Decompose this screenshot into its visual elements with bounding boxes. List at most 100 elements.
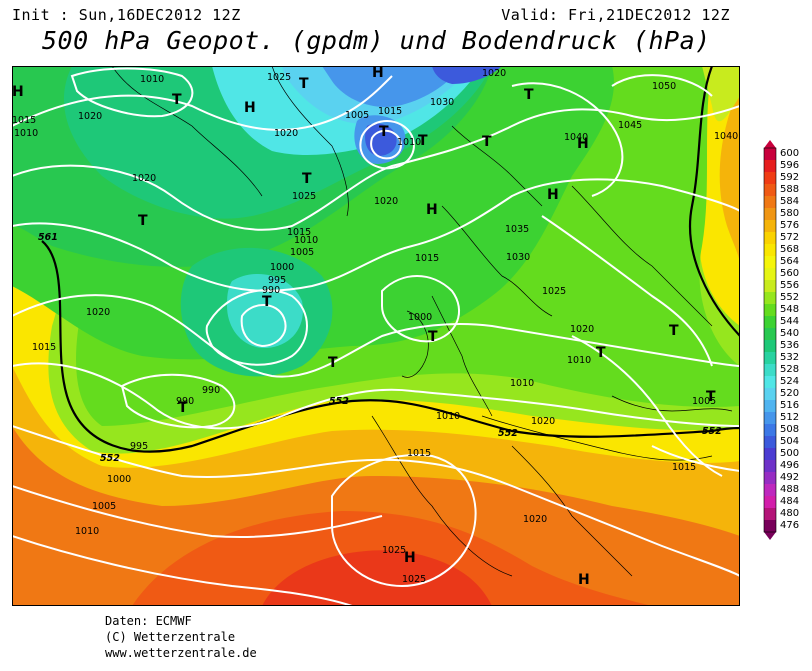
copyright: (C) Wetterzentrale [105, 630, 236, 644]
isobar-label: 1010 [140, 74, 164, 85]
legend-label: 532 [780, 352, 800, 363]
legend-label: 544 [780, 316, 800, 327]
legend-label: 480 [780, 508, 800, 519]
legend-top-tip [764, 140, 776, 148]
isobar-label: 1015 [32, 342, 56, 353]
legend-swatch [764, 244, 776, 257]
isobar-label: 1030 [506, 252, 530, 263]
isobar-label: 1025 [292, 191, 316, 202]
isobar-label: 1020 [274, 128, 298, 139]
legend-label: 592 [780, 172, 800, 183]
isobar-label: 1030 [430, 97, 454, 108]
isobar-label: 1010 [510, 378, 534, 389]
isobar-label: 1010 [397, 137, 421, 148]
low-marker: T [428, 329, 438, 345]
legend-label: 580 [780, 208, 800, 219]
low-marker: T [596, 345, 606, 361]
isobar-label: 1010 [436, 411, 460, 422]
legend-swatch [764, 280, 776, 293]
legend-label: 572 [780, 232, 800, 243]
chart-title: 500 hPa Geopot. (gpdm) und Bodendruck (h… [42, 26, 711, 55]
isobar-label: 1015 [287, 227, 311, 238]
low-marker: T [524, 87, 534, 103]
isobar-label: 990 [262, 285, 280, 296]
legend-swatch [764, 292, 776, 305]
legend-label: 524 [780, 376, 800, 387]
legend-swatch [764, 508, 776, 521]
legend-label: 512 [780, 412, 800, 423]
legend-swatch [764, 412, 776, 425]
geopot-label: 552 [702, 426, 722, 437]
low-marker: T [379, 124, 389, 140]
isobar-label: 990 [202, 385, 220, 396]
legend-swatch [764, 208, 776, 221]
field-violet-north [432, 66, 502, 84]
isobar-label: 1010 [294, 235, 318, 246]
geopot-labels: 561 552 552 552 552 [38, 232, 722, 464]
map-frame [12, 66, 740, 606]
isobar-label: 995 [130, 441, 148, 452]
isobar-label: 1005 [345, 110, 369, 121]
init-time: Init : Sun,16DEC2012 12Z [12, 6, 241, 24]
legend-swatch [764, 520, 776, 533]
legend-label: 560 [780, 268, 800, 279]
legend-bar [763, 140, 777, 540]
high-markers: H H H H H H H H [12, 66, 590, 588]
low-marker: T [178, 400, 188, 416]
isobar-label: 1000 [107, 474, 131, 485]
isobar-label: 1020 [132, 173, 156, 184]
isobar-label: 1020 [523, 514, 547, 525]
legend-label: 576 [780, 220, 800, 231]
legend-swatch [764, 472, 776, 485]
legend-outline [763, 147, 777, 533]
high-marker: H [12, 84, 24, 100]
legend-swatch [764, 424, 776, 437]
legend-swatch [764, 376, 776, 389]
legend-label: 540 [780, 328, 800, 339]
legend-swatch [764, 328, 776, 341]
isobar-label: 990 [176, 396, 194, 407]
high-marker: H [372, 66, 384, 81]
legend-swatch [764, 364, 776, 377]
low-marker: T [328, 355, 338, 371]
isobar-label: 1015 [407, 448, 431, 459]
legend-swatch [764, 160, 776, 173]
low-marker: T [138, 213, 148, 229]
isobar-label: 1025 [382, 545, 406, 556]
isobar-label: 1010 [75, 526, 99, 537]
isobar-label: 1000 [270, 262, 294, 273]
weather-map: 1010 1025 1030 1020 1050 1015 1010 1005 … [12, 66, 740, 606]
isobar-label: 1050 [652, 81, 676, 92]
geopot-label: 552 [100, 453, 120, 464]
legend-swatch [764, 316, 776, 329]
legend-swatch [764, 172, 776, 185]
low-markers: T T T T T T T T T T T T T T T [138, 76, 716, 416]
isobar-label: 1025 [542, 286, 566, 297]
field-east-orange [719, 86, 740, 266]
data-source: Daten: ECMWF [105, 614, 192, 628]
legend-label: 484 [780, 496, 800, 507]
legend-label: 584 [780, 196, 800, 207]
low-marker: T [418, 133, 428, 149]
legend-label: 548 [780, 304, 800, 315]
legend-swatch [764, 496, 776, 509]
legend-label: 488 [780, 484, 800, 495]
field-lime-ne [702, 66, 740, 122]
high-marker: H [244, 100, 256, 116]
legend-swatch [764, 232, 776, 245]
geopot-552-line [41, 240, 740, 453]
isobar-label: 1020 [570, 324, 594, 335]
isobars [12, 67, 740, 606]
high-marker: H [547, 187, 559, 203]
legend-label: 516 [780, 400, 800, 411]
isobar-label: 1040 [564, 132, 588, 143]
isobar-label: 1015 [672, 462, 696, 473]
legend-swatch [764, 388, 776, 401]
legend-label: 600 [780, 148, 800, 159]
geopot-label: 552 [329, 396, 349, 407]
low-marker: T [172, 92, 182, 108]
website-url: www.wetterzentrale.de [105, 646, 257, 660]
isobar-label: 1005 [92, 501, 116, 512]
isobar-label: 1000 [408, 312, 432, 323]
legend-swatch [764, 436, 776, 449]
